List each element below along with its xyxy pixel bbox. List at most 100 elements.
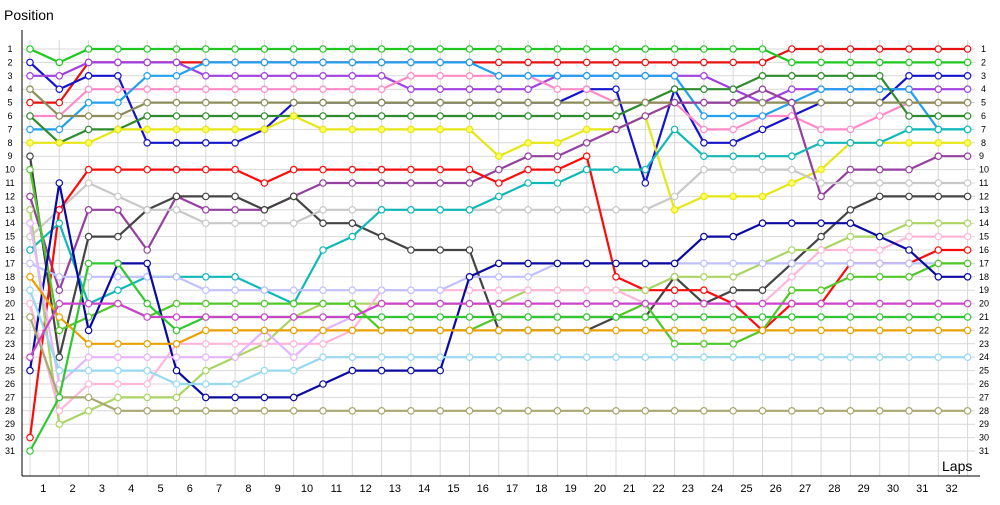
data-point — [348, 232, 357, 241]
data-point — [114, 259, 122, 268]
data-point — [26, 259, 34, 268]
data-point — [700, 313, 708, 321]
data-point — [582, 259, 591, 268]
y-tick-label-right: 28 — [979, 406, 989, 416]
data-point — [934, 45, 943, 53]
data-point — [377, 72, 386, 80]
x-tick-label: 11 — [331, 483, 342, 495]
y-tick-label-right: 25 — [979, 366, 989, 376]
series-group — [26, 45, 972, 455]
data-point — [26, 219, 34, 228]
data-point — [172, 272, 181, 281]
y-tick-label-left: 15 — [5, 232, 15, 242]
data-point — [84, 58, 93, 67]
data-point — [84, 45, 93, 53]
data-point — [582, 112, 591, 120]
data-point — [465, 326, 474, 335]
data-point — [934, 299, 943, 308]
data-point — [319, 246, 327, 254]
data-point — [55, 393, 64, 402]
data-point — [963, 232, 972, 241]
data-point — [319, 58, 327, 67]
y-tick-label-left: 1 — [7, 44, 12, 54]
y-tick-label-left: 25 — [5, 366, 15, 376]
data-point — [934, 246, 943, 254]
data-point — [524, 179, 532, 187]
data-point — [231, 112, 239, 120]
y-tick-label-right: 1 — [981, 44, 986, 54]
data-point — [348, 206, 357, 214]
data-point — [787, 299, 796, 308]
data-point — [553, 326, 562, 335]
data-point — [494, 206, 503, 214]
data-point — [494, 192, 503, 201]
series-22 — [26, 286, 972, 388]
data-point — [963, 98, 972, 107]
data-point — [787, 72, 796, 80]
data-point — [963, 313, 972, 321]
data-point — [934, 272, 943, 281]
y-axis-title: Position — [4, 7, 54, 23]
data-point — [524, 165, 532, 174]
data-point — [846, 232, 855, 241]
data-point — [319, 299, 327, 308]
data-point — [729, 85, 738, 94]
data-point — [319, 206, 327, 214]
data-point — [172, 112, 181, 120]
data-point — [934, 353, 943, 362]
y-tick-label-left: 12 — [5, 191, 15, 201]
data-point — [817, 246, 825, 254]
data-point — [114, 232, 122, 241]
data-point — [231, 58, 239, 67]
data-point — [758, 85, 767, 94]
y-tick-label-right: 27 — [979, 392, 989, 402]
data-point — [289, 219, 298, 228]
data-point — [758, 286, 767, 295]
data-point — [289, 58, 298, 67]
data-point — [787, 165, 796, 174]
data-point — [787, 45, 796, 53]
data-point — [963, 326, 972, 335]
y-tick-label-right: 7 — [981, 124, 986, 134]
data-point — [202, 58, 210, 67]
data-point — [846, 259, 855, 268]
data-point — [612, 326, 620, 335]
data-point — [670, 72, 679, 80]
data-point — [84, 232, 93, 241]
data-point — [114, 406, 122, 415]
x-tick-label: 17 — [506, 483, 518, 495]
data-point — [875, 58, 884, 67]
y-tick-label-left: 6 — [7, 111, 12, 121]
data-point — [465, 45, 474, 53]
y-tick-label-left: 10 — [5, 165, 15, 175]
data-point — [143, 313, 152, 321]
data-point — [729, 58, 738, 67]
data-point — [817, 353, 825, 362]
data-point — [905, 299, 913, 308]
data-point — [84, 380, 93, 388]
data-point — [494, 286, 503, 295]
y-tick-label-left: 27 — [5, 392, 15, 402]
x-axis-title: Laps — [942, 458, 972, 474]
data-point — [377, 366, 386, 375]
data-point — [963, 192, 972, 201]
data-point — [202, 406, 210, 415]
data-point — [231, 393, 239, 402]
data-point — [700, 139, 708, 147]
data-point — [143, 58, 152, 67]
data-point — [202, 380, 210, 388]
x-tick-label: 30 — [887, 483, 899, 495]
y-tick-label-left: 23 — [5, 339, 15, 349]
data-point — [114, 98, 122, 107]
data-point — [934, 406, 943, 415]
data-point — [55, 406, 64, 415]
data-point — [260, 98, 269, 107]
data-point — [55, 58, 64, 67]
y-tick-label-left: 3 — [7, 71, 12, 81]
data-point — [494, 299, 503, 308]
data-point — [465, 272, 474, 281]
data-point — [55, 112, 64, 120]
data-point — [934, 232, 943, 241]
data-point — [524, 299, 532, 308]
data-point — [700, 85, 708, 94]
